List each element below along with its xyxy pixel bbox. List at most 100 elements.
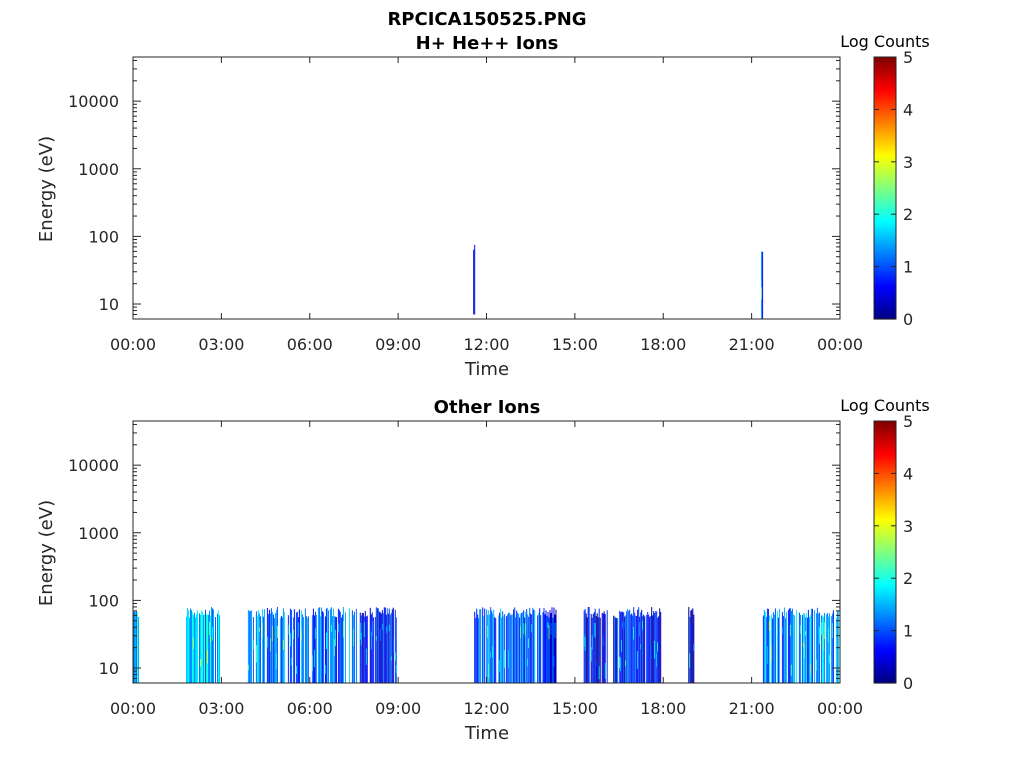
data-block xyxy=(542,607,557,683)
colorbar-segment xyxy=(874,113,896,117)
data-strip xyxy=(493,609,495,683)
data-strip xyxy=(211,607,212,683)
colorbar-tick-label: 3 xyxy=(903,517,913,536)
colorbar-segment xyxy=(874,477,896,481)
data-strip xyxy=(205,609,206,683)
colorbar-segment xyxy=(874,656,896,660)
colorbar-segment xyxy=(874,135,896,139)
colorbar-segment xyxy=(874,310,896,314)
data-strip xyxy=(334,616,336,683)
colorbar-segment xyxy=(874,464,896,468)
data-strip xyxy=(388,608,390,683)
data-strip xyxy=(520,626,522,639)
colorbar-segment xyxy=(874,218,896,222)
colorbar-segment xyxy=(874,532,896,536)
colorbar-segment xyxy=(874,460,896,464)
data-strip xyxy=(380,613,382,683)
colorbar-segment xyxy=(874,179,896,183)
data-strip xyxy=(817,613,819,683)
data-strip xyxy=(774,608,776,683)
data-strip xyxy=(598,608,600,683)
data-strip xyxy=(297,622,299,638)
data-strip xyxy=(603,611,605,683)
colorbar-segment xyxy=(874,65,896,69)
data-strip xyxy=(619,610,621,683)
colorbar-segment xyxy=(874,284,896,287)
colorbar-segment xyxy=(874,637,896,640)
data-strip xyxy=(360,615,362,683)
colorbar-segment xyxy=(874,150,896,154)
colorbar-segment xyxy=(874,615,896,619)
data-strip xyxy=(355,608,357,683)
panel-other-ions: Other Ions 00:00 03:00 06:00 09:00 12:00 15:0… xyxy=(36,396,930,744)
colorbar-segment xyxy=(874,137,896,141)
data-strip xyxy=(306,617,308,683)
data-strip xyxy=(792,614,794,683)
data-strip xyxy=(802,642,804,647)
colorbar-segment xyxy=(874,558,896,562)
data-strip xyxy=(804,631,806,636)
colorbar-segment xyxy=(874,279,896,283)
data-strip xyxy=(375,607,377,683)
data-strip xyxy=(313,649,315,668)
colorbar-segment xyxy=(874,120,896,124)
data-strip xyxy=(789,608,791,683)
y-tick-label: 10 xyxy=(99,295,119,314)
data-strip xyxy=(804,617,806,683)
data-strip xyxy=(282,639,284,650)
colorbar-segment xyxy=(874,466,896,470)
y-tick-label: 100 xyxy=(88,591,119,610)
colorbar-segment xyxy=(874,74,896,78)
colorbar-segment xyxy=(874,639,896,643)
data-strip xyxy=(318,607,320,683)
colorbar-segment xyxy=(874,669,896,673)
data-strip xyxy=(203,615,204,683)
data-strip xyxy=(329,609,331,683)
colorbar-segment xyxy=(874,227,896,231)
data-strip xyxy=(268,609,270,683)
data-strip xyxy=(515,617,517,683)
data-strip xyxy=(287,615,289,683)
colorbar-segment xyxy=(874,578,896,581)
data-strip xyxy=(795,610,797,683)
colorbar-segment xyxy=(874,268,896,272)
data-strip xyxy=(187,608,188,683)
data-strip xyxy=(601,613,603,683)
data-strip xyxy=(799,625,801,634)
data-strip xyxy=(351,610,353,683)
data-strip xyxy=(384,607,386,683)
colorbar-segment xyxy=(874,606,896,610)
colorbar-segment xyxy=(874,490,896,494)
data-strip xyxy=(489,614,491,683)
data-strip xyxy=(548,617,550,683)
data-strip xyxy=(809,615,811,683)
data-strip xyxy=(811,608,813,683)
data-strip xyxy=(479,609,481,683)
colorbar-segment xyxy=(874,126,896,130)
colorbar-segment xyxy=(874,233,896,237)
data-strip xyxy=(646,615,648,683)
colorbar-segment xyxy=(874,194,896,198)
colorbar-segment xyxy=(874,78,896,82)
data-strip xyxy=(293,609,295,683)
colorbar-tick-label: 4 xyxy=(903,464,913,483)
colorbar-segment xyxy=(874,645,896,649)
colorbar-segment xyxy=(874,163,896,167)
colorbar-segment xyxy=(874,292,896,296)
colorbar-segment xyxy=(874,488,896,492)
data-strip xyxy=(197,610,198,683)
data-strip xyxy=(613,615,615,683)
data-strip xyxy=(366,615,368,683)
data-strip xyxy=(320,607,322,683)
spectrogram-plot xyxy=(473,244,764,319)
colorbar-segment xyxy=(874,569,896,573)
data-strip xyxy=(826,612,828,683)
data-strip xyxy=(202,611,203,683)
colorbar-segment xyxy=(874,212,896,215)
colorbar-segment xyxy=(874,427,896,431)
data-strip xyxy=(620,657,622,672)
data-strip xyxy=(651,607,653,683)
data-strip xyxy=(315,614,317,683)
data-strip xyxy=(625,660,627,667)
data-strip xyxy=(261,623,263,639)
